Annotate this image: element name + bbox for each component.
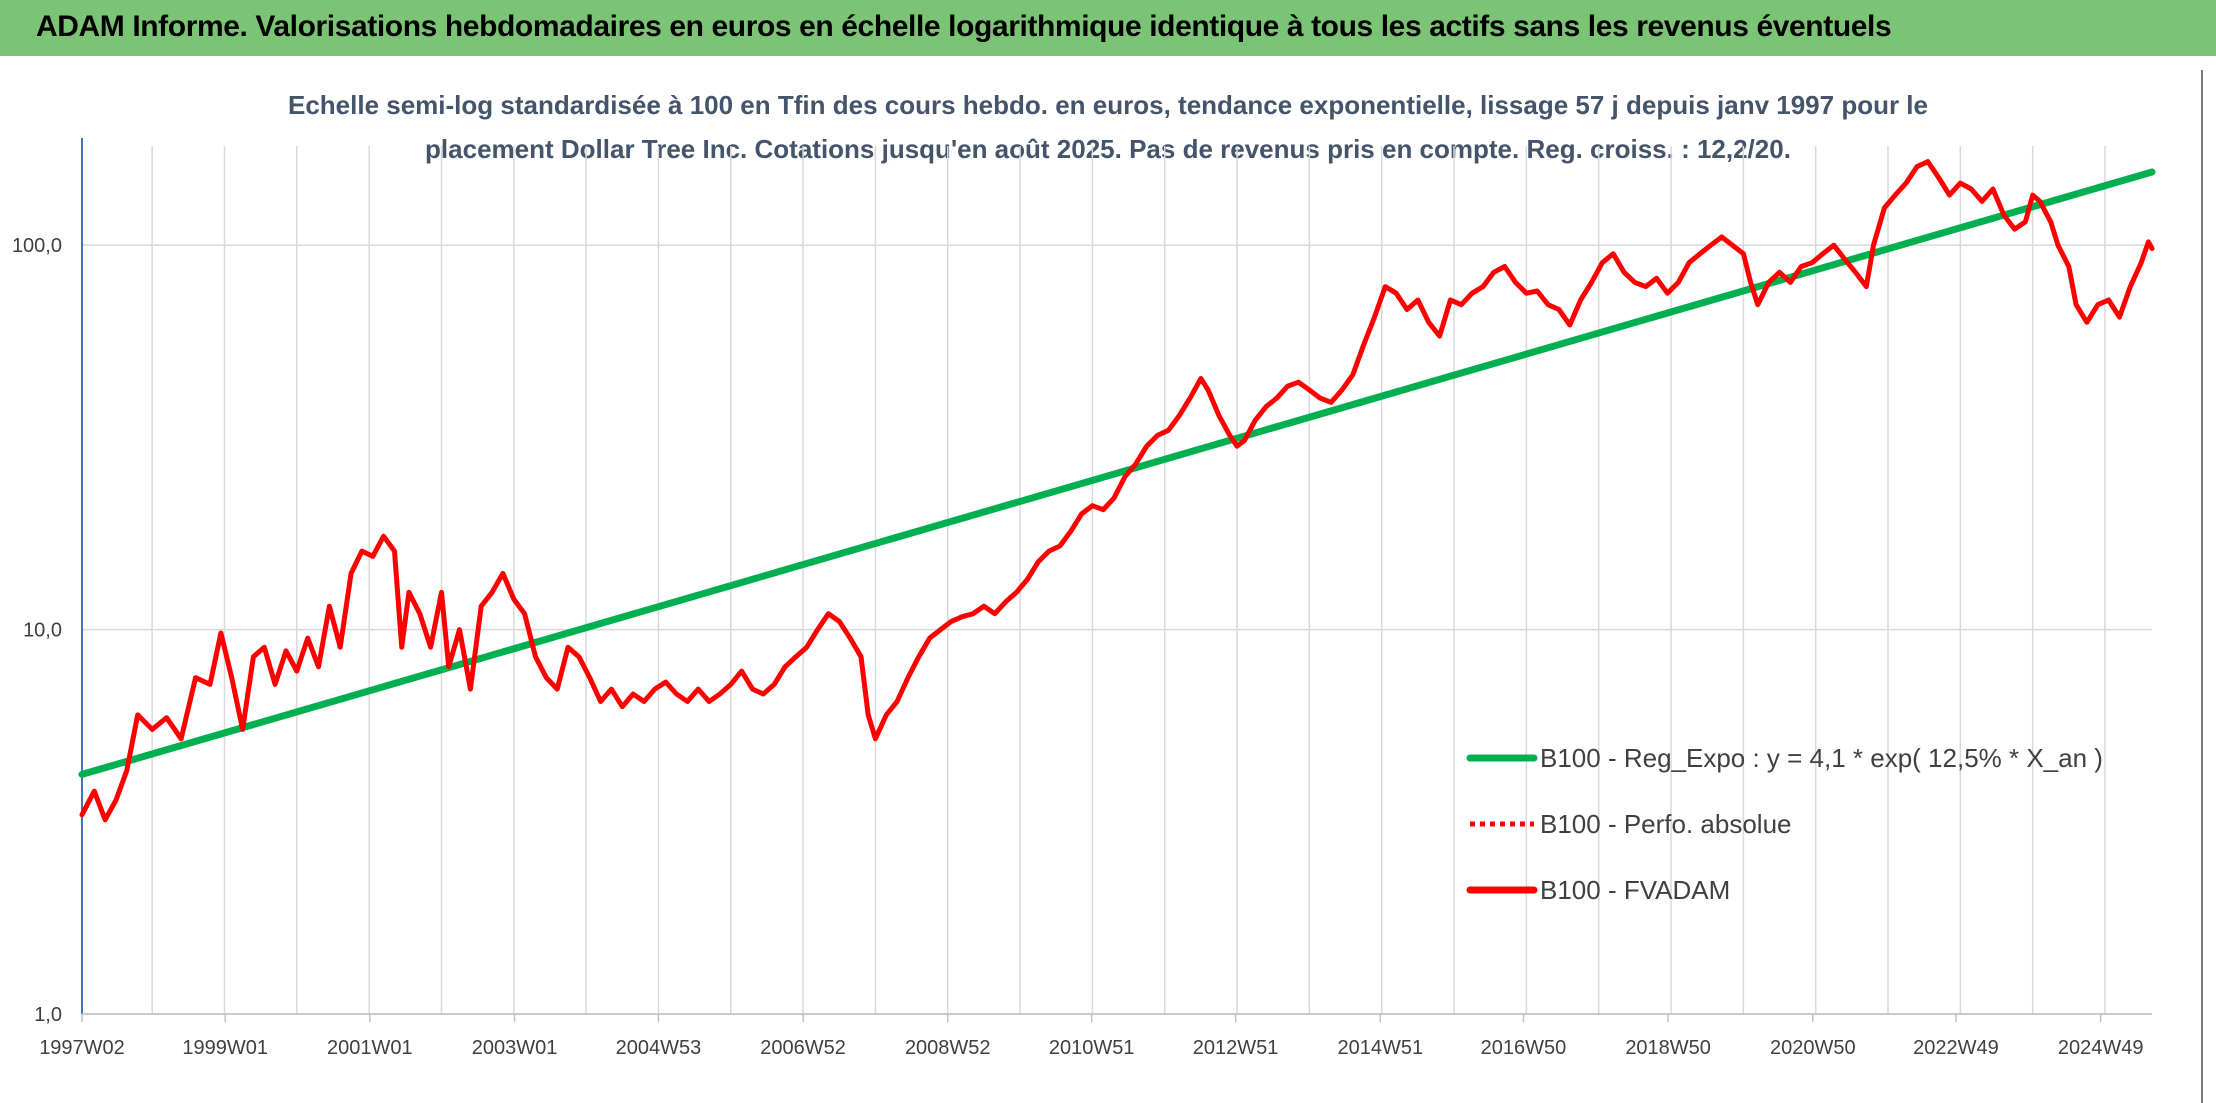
legend-label-2: B100 - FVADAM [1540, 875, 1730, 905]
x-tick-label: 2022W49 [1913, 1037, 1999, 1059]
x-tick-label: 2014W51 [1337, 1037, 1423, 1059]
x-tick-label: 2008W52 [905, 1037, 991, 1059]
report-title: ADAM Informe. Valorisations hebdomadaire… [36, 10, 1892, 43]
x-tick-label: 2006W52 [760, 1037, 846, 1059]
grid [82, 146, 2152, 1015]
x-tick-label: 2010W51 [1049, 1037, 1135, 1059]
series-line-2 [79, 159, 2155, 823]
x-tick-label: 1999W01 [182, 1037, 268, 1059]
y-tick-label: 100,0 [12, 235, 62, 257]
chart-subtitle-line-2: placement Dollar Tree Inc. Cotations jus… [425, 134, 1791, 164]
legend: B100 - Reg_Expo : y = 4,1 * exp( 12,5% *… [1466, 743, 2103, 905]
axes: 100,0 10,0 1,0 1997W02 1999W01 2001W01 2003W01… [12, 138, 2152, 1059]
chart: Echelle semi-log standardisée à 100 en T… [12, 90, 2156, 1059]
report-header: ADAM Informe. Valorisations hebdomadaire… [0, 0, 2216, 57]
x-tick-label: 2016W50 [1481, 1037, 1567, 1059]
legend-label-1: B100 - Perfo. absolue [1540, 809, 1792, 839]
legend-label-0: B100 - Reg_Expo : y = 4,1 * exp( 12,5% *… [1540, 743, 2103, 773]
chart-frame: Echelle semi-log standardisée à 100 en T… [0, 56, 2216, 1103]
series-line-0 [78, 168, 2156, 778]
y-tick-label: 10,0 [23, 620, 62, 642]
x-tick-label: 2018W50 [1625, 1037, 1711, 1059]
x-tick-label: 2024W49 [2058, 1037, 2144, 1059]
series [78, 159, 2156, 823]
x-tick-label: 2020W50 [1770, 1037, 1856, 1059]
x-tick-label: 2003W01 [472, 1037, 558, 1059]
x-tick-label: 1997W02 [39, 1037, 125, 1059]
right-border-line [2201, 70, 2203, 1103]
x-tick-label: 2012W51 [1193, 1037, 1279, 1059]
x-tick-label: 2004W53 [616, 1037, 702, 1059]
y-tick-label: 1,0 [34, 1004, 62, 1026]
chart-subtitle-line-1: Echelle semi-log standardisée à 100 en T… [288, 90, 1928, 120]
x-tick-label: 2001W01 [327, 1037, 413, 1059]
